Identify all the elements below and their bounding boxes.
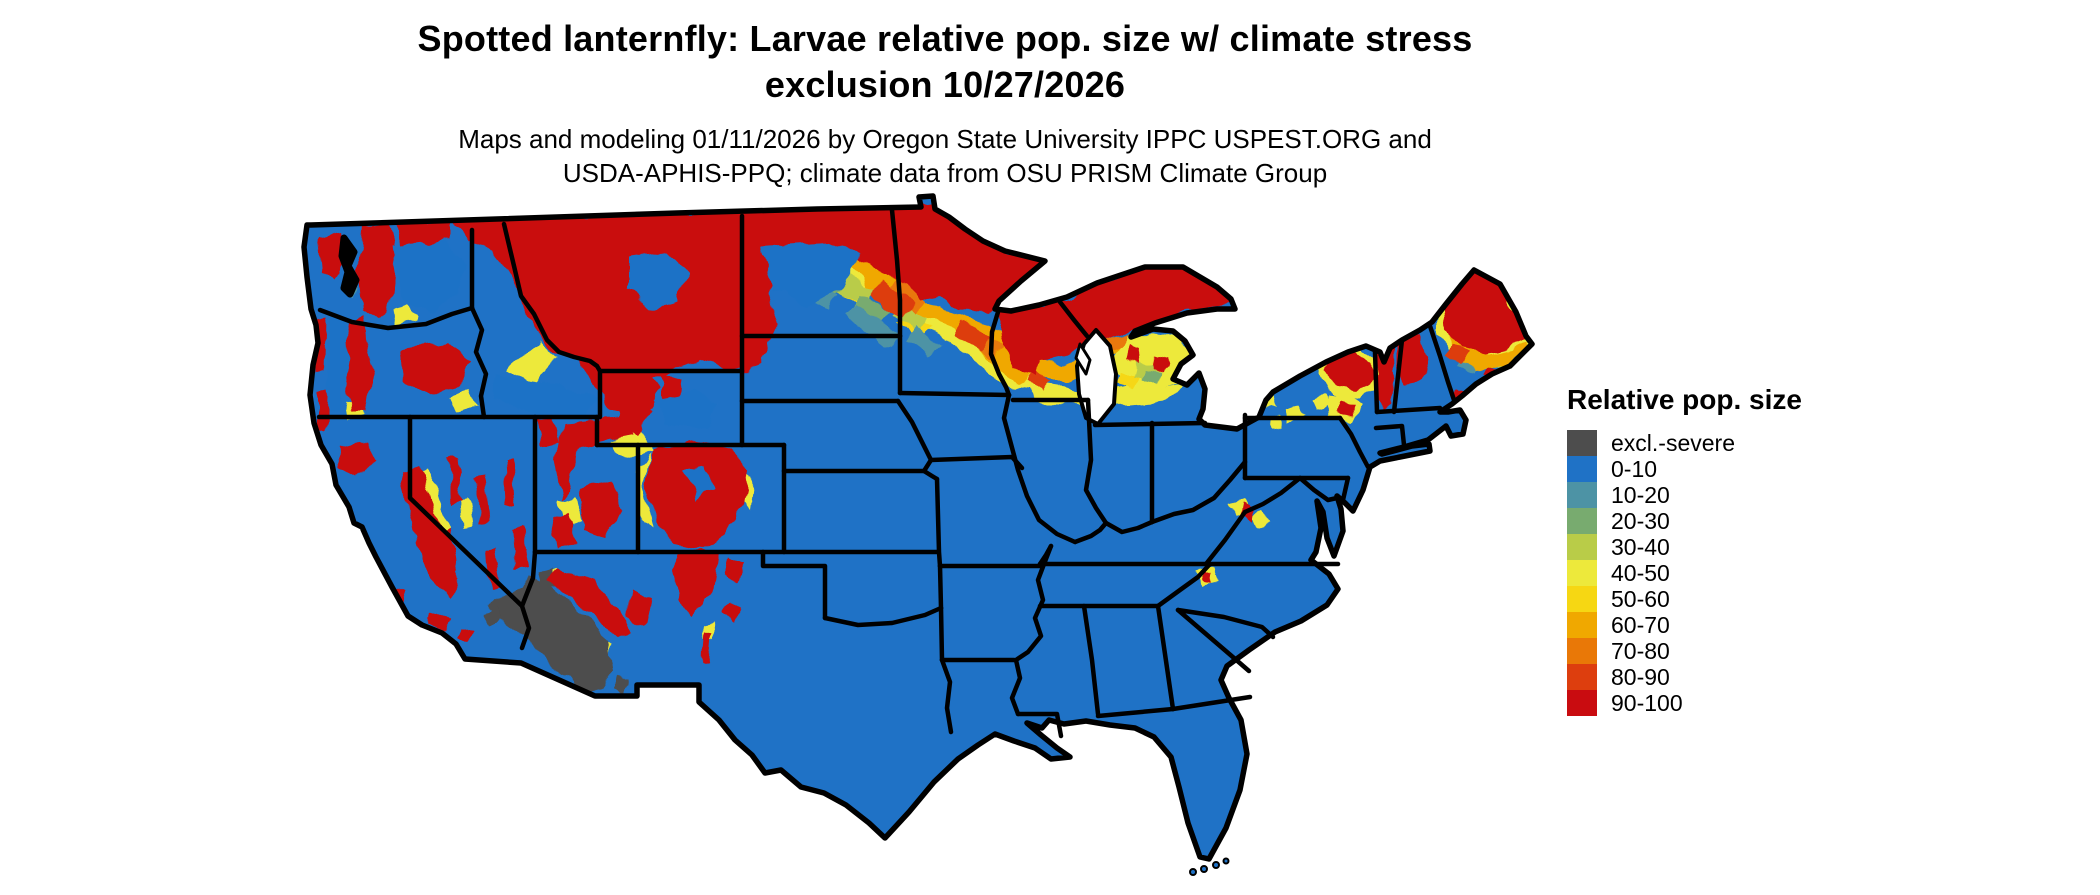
page-subtitle: Maps and modeling 01/11/2026 by Oregon S… — [0, 122, 1890, 190]
legend-swatch — [1567, 664, 1597, 690]
legend-swatch — [1567, 508, 1597, 534]
legend-swatch — [1567, 612, 1597, 638]
legend-label: 90-100 — [1611, 689, 1683, 716]
page-title: Spotted lanternfly: Larvae relative pop.… — [0, 16, 1890, 108]
legend-label: 0-10 — [1611, 455, 1658, 482]
legend-item: excl.-severe — [1567, 430, 1867, 456]
us-map-svg — [301, 193, 1535, 876]
legend-swatch — [1567, 482, 1597, 508]
legend-item: 90-100 — [1567, 690, 1867, 716]
legend-label: 40-50 — [1611, 559, 1670, 586]
legend-label: excl.-severe — [1611, 429, 1735, 456]
legend-label: 80-90 — [1611, 663, 1670, 690]
title-line-2: exclusion 10/27/2026 — [764, 64, 1126, 105]
map-layer-excl-severe — [484, 568, 630, 694]
legend-label: 70-80 — [1611, 637, 1670, 664]
us-risk-map — [300, 160, 1550, 890]
legend: Relative pop. size excl.-severe 0-10 10-… — [1567, 384, 1867, 716]
legend-item: 20-30 — [1567, 508, 1867, 534]
map-layer-80-90 — [872, 280, 1470, 392]
state-borders — [316, 207, 1457, 739]
legend-item: 70-80 — [1567, 638, 1867, 664]
legend-label: 20-30 — [1611, 507, 1670, 534]
legend-swatch — [1567, 456, 1597, 482]
legend-swatch — [1567, 534, 1597, 560]
map-layer-red-accents — [548, 568, 652, 638]
subtitle-line-1: Maps and modeling 01/11/2026 by Oregon S… — [458, 124, 1432, 154]
florida-keys — [1189, 857, 1230, 876]
legend-label: 10-20 — [1611, 481, 1670, 508]
legend-item: 80-90 — [1567, 664, 1867, 690]
title-line-1: Spotted lanternfly: Larvae relative pop.… — [417, 18, 1473, 59]
legend-label: 60-70 — [1611, 611, 1670, 638]
legend-swatch — [1567, 638, 1597, 664]
legend-title: Relative pop. size — [1567, 384, 1802, 415]
lake-michigan — [1074, 328, 1118, 426]
legend-label: 30-40 — [1611, 533, 1670, 560]
legend-swatch — [1567, 586, 1597, 612]
legend-item: 0-10 — [1567, 456, 1867, 482]
legend-item: 40-50 — [1567, 560, 1867, 586]
subtitle-line-2: USDA-APHIS-PPQ; climate data from OSU PR… — [562, 158, 1328, 188]
legend-swatch — [1567, 430, 1597, 456]
legend-item: 50-60 — [1567, 586, 1867, 612]
legend-item: 10-20 — [1567, 482, 1867, 508]
legend-swatch — [1567, 690, 1597, 716]
puget-sound — [338, 234, 360, 298]
us-outline — [301, 193, 1535, 862]
legend-label: 50-60 — [1611, 585, 1670, 612]
legend-item: 60-70 — [1567, 612, 1867, 638]
legend-swatch — [1567, 560, 1597, 586]
map-layer-valleys — [328, 240, 860, 500]
legend-item: 30-40 — [1567, 534, 1867, 560]
